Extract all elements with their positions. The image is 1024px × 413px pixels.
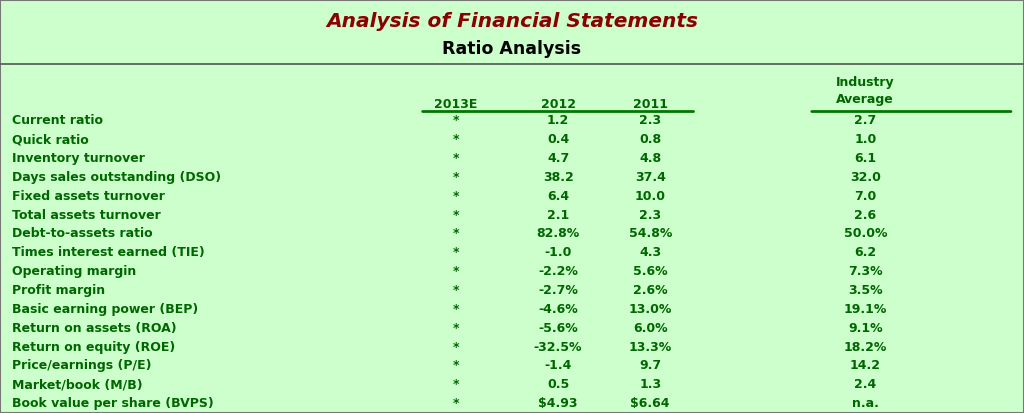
- Text: 5.6%: 5.6%: [633, 265, 668, 278]
- Text: *: *: [453, 246, 459, 259]
- Text: 1.3: 1.3: [639, 378, 662, 391]
- Text: *: *: [453, 265, 459, 278]
- Text: -4.6%: -4.6%: [539, 303, 578, 316]
- Text: 2.4: 2.4: [854, 378, 877, 391]
- Text: -32.5%: -32.5%: [534, 341, 583, 354]
- Text: *: *: [453, 152, 459, 165]
- Text: 38.2: 38.2: [543, 171, 573, 184]
- Text: 2013E: 2013E: [434, 98, 477, 112]
- Text: -2.7%: -2.7%: [539, 284, 578, 297]
- Text: 0.5: 0.5: [547, 378, 569, 391]
- Text: 7.3%: 7.3%: [848, 265, 883, 278]
- Text: *: *: [453, 228, 459, 240]
- Text: Analysis of Financial Statements: Analysis of Financial Statements: [326, 12, 698, 31]
- Text: 3.5%: 3.5%: [848, 284, 883, 297]
- Text: -5.6%: -5.6%: [539, 322, 578, 335]
- Text: Return on assets (ROA): Return on assets (ROA): [12, 322, 177, 335]
- Text: *: *: [453, 341, 459, 354]
- Text: Operating margin: Operating margin: [12, 265, 136, 278]
- Text: *: *: [453, 397, 459, 410]
- Text: 50.0%: 50.0%: [844, 228, 887, 240]
- Text: 2012: 2012: [541, 98, 575, 112]
- Text: 82.8%: 82.8%: [537, 228, 580, 240]
- Text: 18.2%: 18.2%: [844, 341, 887, 354]
- Text: 2.6: 2.6: [854, 209, 877, 222]
- Text: Price/earnings (P/E): Price/earnings (P/E): [12, 359, 152, 373]
- Text: $4.93: $4.93: [539, 397, 578, 410]
- Text: 4.3: 4.3: [639, 246, 662, 259]
- Text: 2.3: 2.3: [639, 114, 662, 128]
- Text: Average: Average: [837, 93, 894, 106]
- Text: *: *: [453, 171, 459, 184]
- Text: Days sales outstanding (DSO): Days sales outstanding (DSO): [12, 171, 221, 184]
- Text: *: *: [453, 133, 459, 146]
- Text: 6.1: 6.1: [854, 152, 877, 165]
- Text: 7.0: 7.0: [854, 190, 877, 203]
- Text: 9.1%: 9.1%: [848, 322, 883, 335]
- Text: 2011: 2011: [633, 98, 668, 112]
- Text: Debt-to-assets ratio: Debt-to-assets ratio: [12, 228, 153, 240]
- Text: 6.2: 6.2: [854, 246, 877, 259]
- Text: Fixed assets turnover: Fixed assets turnover: [12, 190, 165, 203]
- Text: *: *: [453, 378, 459, 391]
- Text: -2.2%: -2.2%: [539, 265, 578, 278]
- Text: *: *: [453, 209, 459, 222]
- Text: 37.4: 37.4: [635, 171, 666, 184]
- Text: 10.0: 10.0: [635, 190, 666, 203]
- Text: 0.4: 0.4: [547, 133, 569, 146]
- Text: *: *: [453, 322, 459, 335]
- Text: 4.7: 4.7: [547, 152, 569, 165]
- Text: 13.0%: 13.0%: [629, 303, 672, 316]
- Text: 2.6%: 2.6%: [633, 284, 668, 297]
- Text: Ratio Analysis: Ratio Analysis: [442, 40, 582, 57]
- Text: -1.0: -1.0: [545, 246, 571, 259]
- Text: 1.2: 1.2: [547, 114, 569, 128]
- Text: Profit margin: Profit margin: [12, 284, 105, 297]
- Text: Market/book (M/B): Market/book (M/B): [12, 378, 143, 391]
- Text: 54.8%: 54.8%: [629, 228, 672, 240]
- Text: *: *: [453, 303, 459, 316]
- Text: 2.1: 2.1: [547, 209, 569, 222]
- Text: 4.8: 4.8: [639, 152, 662, 165]
- Text: *: *: [453, 284, 459, 297]
- Text: 9.7: 9.7: [639, 359, 662, 373]
- Text: Total assets turnover: Total assets turnover: [12, 209, 161, 222]
- Text: Book value per share (BVPS): Book value per share (BVPS): [12, 397, 214, 410]
- Text: Basic earning power (BEP): Basic earning power (BEP): [12, 303, 199, 316]
- Text: 1.0: 1.0: [854, 133, 877, 146]
- Text: -1.4: -1.4: [545, 359, 571, 373]
- Text: 2.7: 2.7: [854, 114, 877, 128]
- Text: 6.0%: 6.0%: [633, 322, 668, 335]
- Text: Times interest earned (TIE): Times interest earned (TIE): [12, 246, 205, 259]
- Text: 2.3: 2.3: [639, 209, 662, 222]
- Text: *: *: [453, 359, 459, 373]
- Text: Industry: Industry: [836, 76, 895, 88]
- Text: $6.64: $6.64: [631, 397, 670, 410]
- Text: 13.3%: 13.3%: [629, 341, 672, 354]
- Text: 6.4: 6.4: [547, 190, 569, 203]
- Text: 0.8: 0.8: [639, 133, 662, 146]
- Text: Quick ratio: Quick ratio: [12, 133, 89, 146]
- Text: Inventory turnover: Inventory turnover: [12, 152, 145, 165]
- Text: 32.0: 32.0: [850, 171, 881, 184]
- Text: Current ratio: Current ratio: [12, 114, 103, 128]
- Text: n.a.: n.a.: [852, 397, 879, 410]
- Text: 14.2: 14.2: [850, 359, 881, 373]
- Text: *: *: [453, 190, 459, 203]
- Text: Return on equity (ROE): Return on equity (ROE): [12, 341, 175, 354]
- Text: *: *: [453, 114, 459, 128]
- Text: 19.1%: 19.1%: [844, 303, 887, 316]
